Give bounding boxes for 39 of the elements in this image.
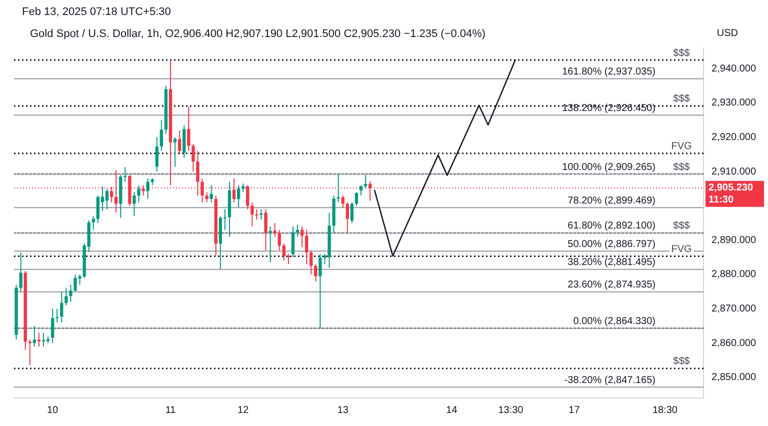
ref-line-label: FVG bbox=[671, 244, 692, 256]
ref-line-label: -38.20% (2,847.165) bbox=[564, 374, 656, 386]
text: 11:30 bbox=[708, 194, 734, 206]
x-tick-label: 12 bbox=[238, 404, 250, 416]
ref-line-label: $$$ bbox=[673, 162, 690, 173]
ref-line-label: 2,905.230 bbox=[708, 182, 754, 194]
y-axis-title: USD bbox=[716, 28, 738, 39]
ref-line-label: 50.00% (2,886.797) bbox=[568, 238, 656, 250]
ref-line-label: 0.00% (2,864.330) bbox=[573, 316, 656, 327]
x-tick-label: 14 bbox=[446, 404, 458, 416]
x-tick-label: 17 bbox=[568, 404, 580, 416]
text: Feb 13, 2025 07:18 UTC+5:30 bbox=[22, 6, 171, 18]
y-tick-label: 2,860.000 bbox=[712, 338, 756, 349]
x-tick-label: 10 bbox=[46, 404, 59, 416]
ref-line-label: 161.80% (2,937.035) bbox=[562, 66, 656, 78]
ref-line-label: FVG bbox=[671, 141, 692, 152]
y-tick-label: 2,850.000 bbox=[712, 372, 756, 384]
x-tick-label: 13:30 bbox=[498, 404, 524, 416]
ref-line-label: $$$ bbox=[673, 94, 690, 105]
ref-line-label: 78.20% (2,899.469) bbox=[568, 195, 656, 206]
x-tick-label: 18:30 bbox=[652, 404, 678, 416]
ref-line-label: $$$ bbox=[673, 356, 690, 368]
y-tick-label: 2,880.000 bbox=[712, 269, 756, 280]
y-tick-label: 2,870.000 bbox=[712, 304, 756, 315]
chart-title: Gold Spot / U.S. Dollar, 1h, O2,906.400 H2,907.190 L2,901.500 C2,905.230 −1.235 (−0.04%) bbox=[30, 28, 486, 40]
ref-line-label: 23.60% (2,874.935) bbox=[568, 280, 656, 291]
ref-line-label: 100.00% (2,909.265) bbox=[562, 162, 656, 173]
ref-line-label: 38.20% (2,881.495) bbox=[568, 257, 656, 268]
y-tick-label: 2,930.000 bbox=[712, 98, 756, 109]
ref-line-label: 138.20% (2,926.450) bbox=[562, 102, 656, 114]
y-tick-label: 2,940.000 bbox=[712, 63, 756, 74]
ref-line-label: $$$ bbox=[673, 48, 690, 59]
y-tick-label: 2,920.000 bbox=[712, 132, 756, 143]
y-tick-label: 2,890.000 bbox=[712, 234, 756, 246]
y-tick-label: 2,910.000 bbox=[712, 166, 756, 178]
x-tick-label: 11 bbox=[165, 404, 176, 416]
ref-line-label: $$$ bbox=[673, 220, 690, 232]
ref-line-label: 61.80% (2,892.100) bbox=[568, 220, 656, 232]
x-tick-label: 13 bbox=[337, 404, 349, 416]
